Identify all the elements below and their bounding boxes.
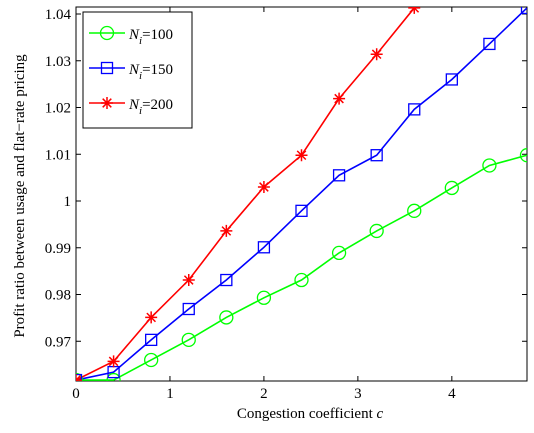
legend-label: Ni=200 [128, 97, 173, 117]
data-point-circle [144, 352, 159, 368]
series-line-1 [76, 7, 527, 381]
data-point-square [332, 169, 346, 182]
series-line-2 [76, 7, 415, 381]
data-point-square [220, 273, 233, 287]
data-point-square [182, 302, 195, 316]
y-tick-label: 0.99 [45, 241, 71, 257]
y-tick-label: 1.02 [45, 101, 71, 117]
legend-label: Ni=150 [128, 62, 173, 82]
data-point-star [107, 355, 120, 368]
data-point-star [257, 180, 270, 193]
legend-marker-square [100, 61, 114, 75]
data-point-circle [519, 148, 527, 163]
data-point-square [483, 37, 496, 51]
data-point-square [408, 103, 421, 116]
data-point-circle [219, 310, 234, 325]
data-point-circle [482, 158, 497, 173]
data-point-circle [294, 272, 309, 288]
legend: Ni=100 Ni=150 Ni=200 [82, 11, 193, 129]
data-point-circle [331, 245, 347, 261]
data-point-square [257, 241, 271, 254]
y-tick-label: 1.03 [45, 54, 71, 70]
legend-marker-circle [99, 25, 115, 41]
data-point-star [408, 7, 421, 14]
x-tick-label: 0 [72, 386, 80, 402]
series-layer [76, 7, 527, 381]
data-point-star [220, 224, 233, 237]
y-tick-label: 1.01 [45, 147, 71, 163]
data-point-circle [76, 372, 84, 381]
y-axis: 0.97 0.98 0.99 1 1.01 1.02 1.03 1.04 [45, 7, 527, 350]
data-point-star [295, 149, 308, 162]
data-point-star [370, 48, 383, 61]
data-point-star [76, 374, 82, 381]
data-point-star [182, 274, 195, 287]
data-point-circle [106, 372, 121, 381]
y-tick-label: 1 [64, 194, 72, 210]
data-point-square [145, 333, 158, 347]
data-point-square [520, 7, 527, 15]
x-axis-label: Congestion coefficient c [237, 406, 384, 422]
y-tick-label: 0.97 [45, 334, 72, 350]
data-point-circle [181, 332, 196, 348]
y-axis-label: Profit ratio between usage and flat−rate… [12, 54, 28, 338]
marker-layer [76, 7, 527, 381]
x-tick-label: 2 [260, 386, 268, 402]
data-point-square [445, 73, 458, 86]
x-tick-label: 4 [448, 386, 456, 402]
legend-label: Ni=100 [128, 27, 173, 47]
y-tick-label: 1.04 [45, 7, 72, 23]
data-point-circle [444, 180, 459, 196]
data-point-star [145, 311, 158, 324]
x-tick-label: 3 [354, 386, 362, 402]
series-line-0 [76, 154, 527, 381]
data-point-circle [256, 290, 272, 305]
legend-marker-star [101, 97, 113, 109]
data-point-square [295, 204, 308, 217]
x-tick-label: 1 [166, 386, 174, 402]
y-tick-label: 0.98 [45, 288, 71, 304]
data-point-circle [407, 203, 422, 218]
data-point-star [333, 92, 346, 105]
data-point-square [370, 149, 383, 162]
data-point-circle [369, 223, 384, 239]
